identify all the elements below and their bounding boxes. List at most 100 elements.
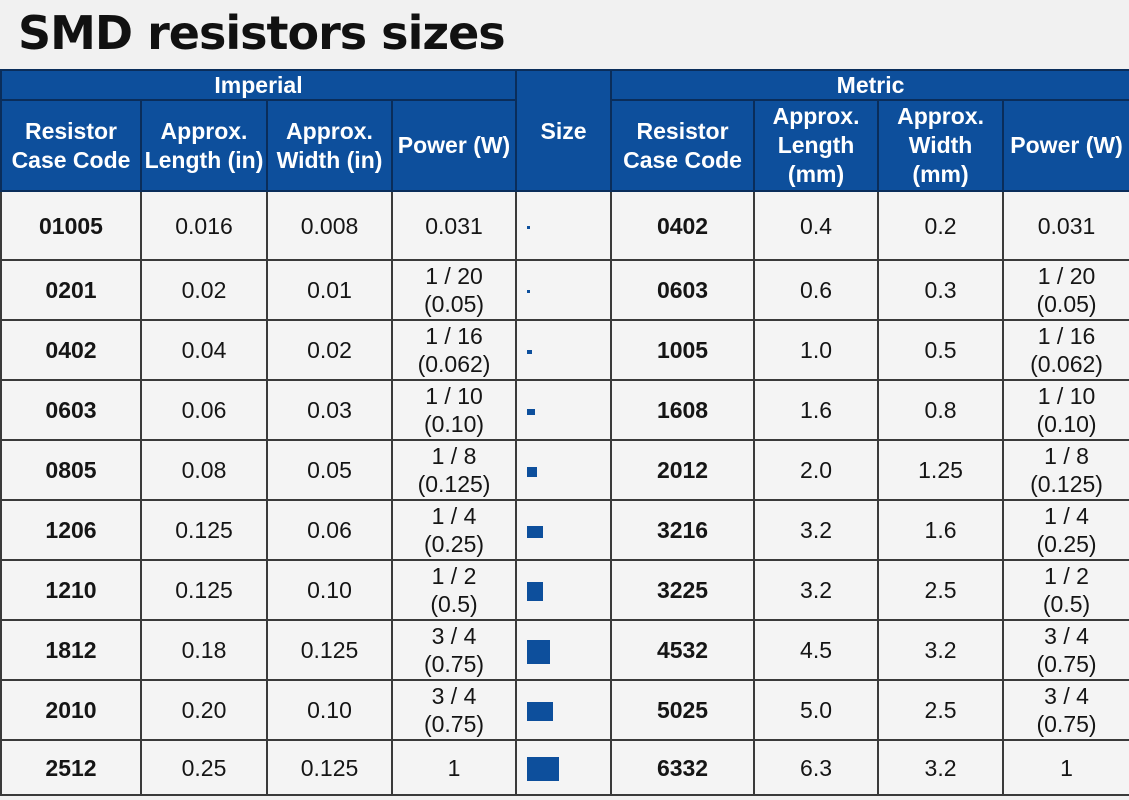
imperial-width: 0.10 (266, 559, 393, 621)
imperial-width: 0.008 (266, 190, 393, 261)
metric-length: 4.5 (753, 619, 880, 681)
metric-width: 0.3 (877, 259, 1005, 321)
metric-power: 1 / 2 (0.5) (1002, 559, 1129, 621)
metric-case-code: 1005 (610, 319, 756, 381)
size-column-header: Size (515, 69, 613, 192)
metric-power-line: (0.75) (1036, 651, 1097, 677)
page-title: SMD resistors sizes (18, 6, 506, 60)
metric-case-code: 4532 (610, 619, 756, 681)
table-row: 2512 0.25 0.125 1 6332 6.3 3.2 1 (0, 739, 1129, 796)
imperial-group-header: Imperial (0, 69, 518, 101)
imperial-case-code: 0805 (0, 439, 142, 501)
metric-power-line: (0.062) (1030, 351, 1103, 377)
metric-width: 3.2 (877, 739, 1005, 796)
imperial-power: 1 / 16 (0.062) (390, 319, 518, 381)
metric-power: 3 / 4 (0.75) (1002, 619, 1129, 681)
size-cell (515, 679, 613, 741)
metric-length: 0.6 (753, 259, 880, 321)
size-cell (515, 319, 613, 381)
imperial-width: 0.05 (266, 439, 393, 501)
resistor-chip-icon (527, 525, 544, 538)
imperial-power-line: (0.25) (423, 531, 485, 557)
size-cell (515, 619, 613, 681)
metric-power-line: 1 / 8 (1044, 443, 1089, 469)
metric-case-code: 6332 (610, 739, 756, 796)
metric-power-line: 1 / 4 (1044, 503, 1089, 529)
metric-power-line: 1 / 10 (1037, 383, 1096, 409)
metric-length: 1.0 (753, 319, 880, 381)
metric-case-code: 3225 (610, 559, 756, 621)
metric-length: 5.0 (753, 679, 880, 741)
imperial-power-line: 1 / 10 (425, 383, 483, 409)
metric-length: 2.0 (753, 439, 880, 501)
metric-length: 1.6 (753, 379, 880, 441)
imperial-power: 1 / 10 (0.10) (390, 379, 518, 441)
metric-power-header: Power (W) (1002, 99, 1129, 192)
imperial-length: 0.125 (140, 559, 268, 621)
imperial-power: 1 / 8 (0.125) (390, 439, 518, 501)
metric-length: 0.4 (753, 190, 880, 261)
imperial-case-code: 0402 (0, 319, 142, 381)
table-body: 01005 0.016 0.008 0.031 0402 0.4 0.2 0.031 0201 0… (0, 190, 1129, 796)
metric-power-line: (0.5) (1042, 591, 1091, 617)
metric-power-line: 1 / 20 (1037, 263, 1096, 289)
imperial-case-code: 2010 (0, 679, 142, 741)
metric-width: 1.25 (877, 439, 1005, 501)
table-row: 1206 0.125 0.06 1 / 4 (0.25) 3216 3.2 1.6 1 / 4(… (0, 499, 1129, 561)
table-row: 1210 0.125 0.10 1 / 2 (0.5) 3225 3.2 2.5 1 / 2 (0… (0, 559, 1129, 621)
imperial-length: 0.18 (140, 619, 268, 681)
resistor-chip-icon (527, 225, 531, 229)
size-cell (515, 499, 613, 561)
imperial-power-line: 3 / 4 (431, 623, 477, 649)
resistor-chip-icon (527, 290, 531, 294)
imperial-power-line: 0.031 (425, 212, 483, 239)
resistor-chip-icon (527, 702, 554, 722)
imperial-case-code: 1210 (0, 559, 142, 621)
metric-power-line: (0.75) (1036, 711, 1097, 737)
metric-power-line: 1 / 16 (1037, 323, 1096, 349)
resistor-chip-icon (527, 349, 533, 354)
imperial-width: 0.03 (266, 379, 393, 441)
imperial-power-line: (0.125) (417, 471, 491, 497)
metric-power: 1 / 4 (0.25) (1002, 499, 1129, 561)
metric-power-line: 3 / 4 (1044, 623, 1089, 649)
imperial-case-code: 1812 (0, 619, 142, 681)
metric-power-line: (0.125) (1030, 471, 1103, 497)
size-cell (515, 559, 613, 621)
imperial-power-line: 1 / 8 (431, 443, 477, 469)
metric-width: 0.8 (877, 379, 1005, 441)
imperial-power-line: 1 / 2 (431, 563, 477, 589)
metric-width: 0.2 (877, 190, 1005, 261)
imperial-length: 0.08 (140, 439, 268, 501)
table-row: 0402 0.04 0.02 1 / 16 (0.062) 1005 1.0 0.5 1 / 1… (0, 319, 1129, 381)
imperial-power-line: 1 (447, 754, 461, 781)
imperial-width: 0.125 (266, 739, 393, 796)
imperial-length: 0.20 (140, 679, 268, 741)
imperial-power-header: Power (W) (390, 99, 518, 192)
imperial-length: 0.125 (140, 499, 268, 561)
table-row: 0201 0.02 0.01 1 / 20 (0.05) 0603 0.6 0.3 1 / 20… (0, 259, 1129, 321)
imperial-case-code: 0603 (0, 379, 142, 441)
imperial-width-header: Approx. Width (in) (266, 99, 393, 192)
metric-case-code: 0402 (610, 190, 756, 261)
metric-length: 3.2 (753, 559, 880, 621)
imperial-power-line: (0.5) (430, 591, 478, 617)
imperial-length-header: Approx. Length (in) (140, 99, 268, 192)
metric-power: 1 (1002, 739, 1129, 796)
metric-group-header: Metric (610, 69, 1129, 101)
metric-width: 0.5 (877, 319, 1005, 381)
imperial-power: 1 (390, 739, 518, 796)
metric-power: 0.031 (1002, 190, 1129, 261)
imperial-power-line: 1 / 4 (431, 503, 477, 529)
resistor-chip-icon (527, 466, 538, 477)
imperial-power: 3 / 4 (0.75) (390, 679, 518, 741)
metric-power: 1 / 10 (0.10) (1002, 379, 1129, 441)
resistor-size-table: Imperial Size Metric Resistor Case Code … (0, 69, 1129, 796)
metric-width: 2.5 (877, 679, 1005, 741)
imperial-case-code-header: Resistor Case Code (0, 99, 142, 192)
metric-power-line: (0.05) (1036, 291, 1097, 317)
table-row: 0805 0.08 0.05 1 / 8 (0.125) 2012 2.0 1.25 1 / 8… (0, 439, 1129, 501)
metric-length-header: Approx. Length (mm) (753, 99, 880, 192)
size-cell (515, 259, 613, 321)
imperial-length: 0.25 (140, 739, 268, 796)
